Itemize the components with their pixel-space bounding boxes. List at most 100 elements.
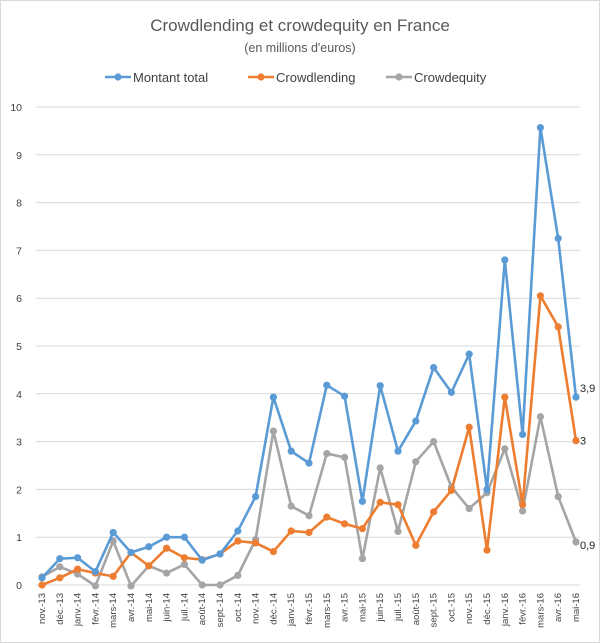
data-point-montant-total [305,459,313,467]
x-tick-label: nov.-15 [464,593,475,624]
x-tick-label: janv.-14 [73,593,84,627]
end-label-crowdlending: 3 [580,436,586,448]
y-tick-label: 1 [16,532,22,544]
data-point-crowdlending [465,423,473,431]
y-tick-label: 9 [16,150,22,162]
legend-marker [257,73,265,81]
data-point-crowdlending [572,437,580,445]
legend-label: Montant total [133,70,208,85]
x-tick-label: juin-14 [162,593,173,623]
y-tick-label: 8 [16,198,22,210]
x-tick-label: avr.-16 [553,593,564,622]
x-tick-label: janv.-16 [500,593,511,627]
data-point-crowdlending [109,572,117,580]
chart-subtitle: (en millions d'euros) [244,41,355,55]
x-tick-label: déc.-15 [482,593,493,625]
series-line-montant-total [41,126,578,579]
data-point-crowdequity [341,453,349,461]
legend-label: Crowdequity [414,70,487,85]
x-tick-label: janv.-15 [286,593,297,627]
data-point-montant-total [465,350,473,358]
data-point-montant-total [394,447,402,455]
data-point-crowdlending [252,539,260,547]
data-point-crowdequity [358,555,366,563]
data-point-montant-total [109,528,117,537]
series-group [38,123,580,590]
data-point-crowdequity [430,438,438,446]
data-point-crowdlending [269,547,277,556]
legend-item-crowdlending: Crowdlending [248,70,356,85]
data-point-crowdequity [323,449,331,458]
x-tick-label: mai-15 [357,593,368,622]
data-point-crowdequity [180,560,188,569]
y-tick-label: 6 [16,293,22,305]
data-point-montant-total [287,447,295,455]
x-tick-label: mars-15 [322,593,333,628]
x-tick-label: déc.-13 [55,593,66,625]
y-tick-label: 5 [16,341,22,353]
data-point-crowdequity [554,492,562,501]
data-point-montant-total [483,485,491,493]
chart-title: Crowdlending et crowdequity en France [150,16,450,35]
legend-marker [114,73,122,81]
legend-marker [395,73,403,81]
end-label-montant-total: 3,9 [580,383,595,395]
data-point-crowdequity [536,413,545,421]
data-point-montant-total [163,533,171,541]
data-point-crowdequity [287,502,295,510]
legend: Montant total Crowdlending Crowdequity [105,70,487,85]
data-point-montant-total [252,492,260,501]
series-line-crowdequity [41,415,578,588]
data-point-crowdlending [145,562,153,570]
gridlines [36,106,580,586]
data-labels: 3,9 3 0,9 [580,383,595,552]
data-point-crowdequity [465,504,473,513]
data-point-crowdlending [376,498,384,506]
data-point-montant-total [519,430,527,439]
data-point-crowdlending [394,501,402,509]
x-tick-label: août-14 [197,593,208,625]
data-point-crowdlending [501,393,509,401]
data-point-crowdequity [127,582,135,590]
data-point-crowdequity [376,464,384,472]
data-point-crowdequity [519,507,527,515]
data-point-montant-total [554,234,562,243]
x-tick-label: mai-16 [571,593,582,622]
x-tick-label: avr.-15 [340,593,351,622]
data-point-crowdlending [519,501,527,509]
x-tick-label: avr.-14 [126,593,137,622]
x-tick-label: févr.-15 [304,593,315,625]
data-point-montant-total [358,497,366,505]
x-tick-label: sept.-15 [429,593,440,627]
data-point-crowdlending [287,527,295,535]
data-point-crowdequity [91,582,99,590]
data-point-crowdlending [74,565,82,573]
data-point-crowdlending [447,486,455,494]
data-point-crowdequity [216,581,224,589]
data-point-montant-total [412,417,420,425]
x-tick-label: nov.-14 [251,593,262,624]
data-point-crowdlending [412,541,420,549]
x-tick-label: nov.-13 [37,593,48,624]
y-tick-label: 7 [16,245,22,257]
x-tick-label: mai-14 [144,593,155,622]
data-point-crowdlending [430,508,438,516]
data-point-montant-total [572,393,580,401]
data-point-montant-total [91,568,99,576]
y-tick-label: 0 [16,580,22,592]
data-point-montant-total [198,556,206,564]
data-point-montant-total [234,527,242,535]
data-point-crowdequity [198,581,206,589]
x-tick-label: oct.-14 [233,593,244,622]
data-point-montant-total [430,363,438,372]
data-point-crowdequity [56,563,64,571]
data-point-crowdlending [341,520,349,528]
x-tick-label: févr.-14 [90,593,101,625]
x-tick-label: oct.-15 [446,593,457,622]
y-tick-label: 4 [16,389,22,401]
data-point-montant-total [56,555,64,563]
x-tick-label: févr.-16 [518,593,529,625]
data-point-montant-total [341,392,349,400]
